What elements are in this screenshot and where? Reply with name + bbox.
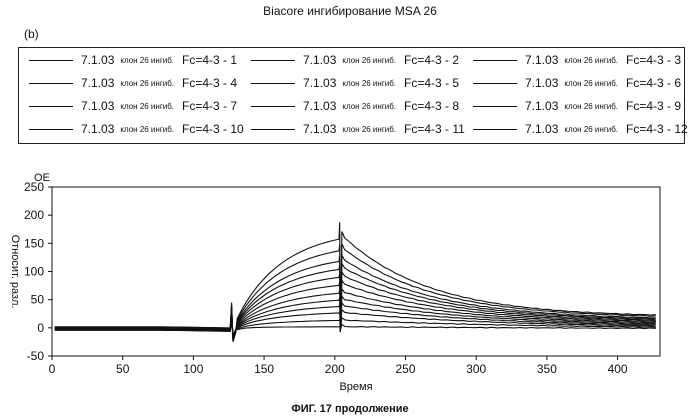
y-tick-label: -50	[27, 349, 45, 363]
x-tick-label: 200	[325, 362, 345, 376]
x-tick-label: 150	[254, 362, 274, 376]
y-tick-label: 0	[37, 321, 44, 335]
figure-caption: ФИГ. 17 продолжение	[0, 403, 700, 415]
y-tick-label: 200	[24, 208, 44, 222]
x-tick-label: 350	[537, 362, 557, 376]
y-axis-label: Относит. разл.	[9, 235, 21, 309]
x-tick-label: 250	[395, 362, 415, 376]
x-tick-label: 0	[49, 362, 56, 376]
x-tick-label: 50	[116, 362, 130, 376]
y-tick-label: 150	[24, 236, 44, 250]
x-tick-label: 400	[608, 362, 628, 376]
y-tick-label: 100	[24, 265, 44, 279]
y-tick-label: 50	[31, 293, 45, 307]
x-tick-label: 100	[183, 362, 203, 376]
x-axis-label: Время	[339, 381, 372, 393]
x-tick-label: 300	[466, 362, 486, 376]
y-unit-label: ОЕ	[34, 172, 50, 184]
